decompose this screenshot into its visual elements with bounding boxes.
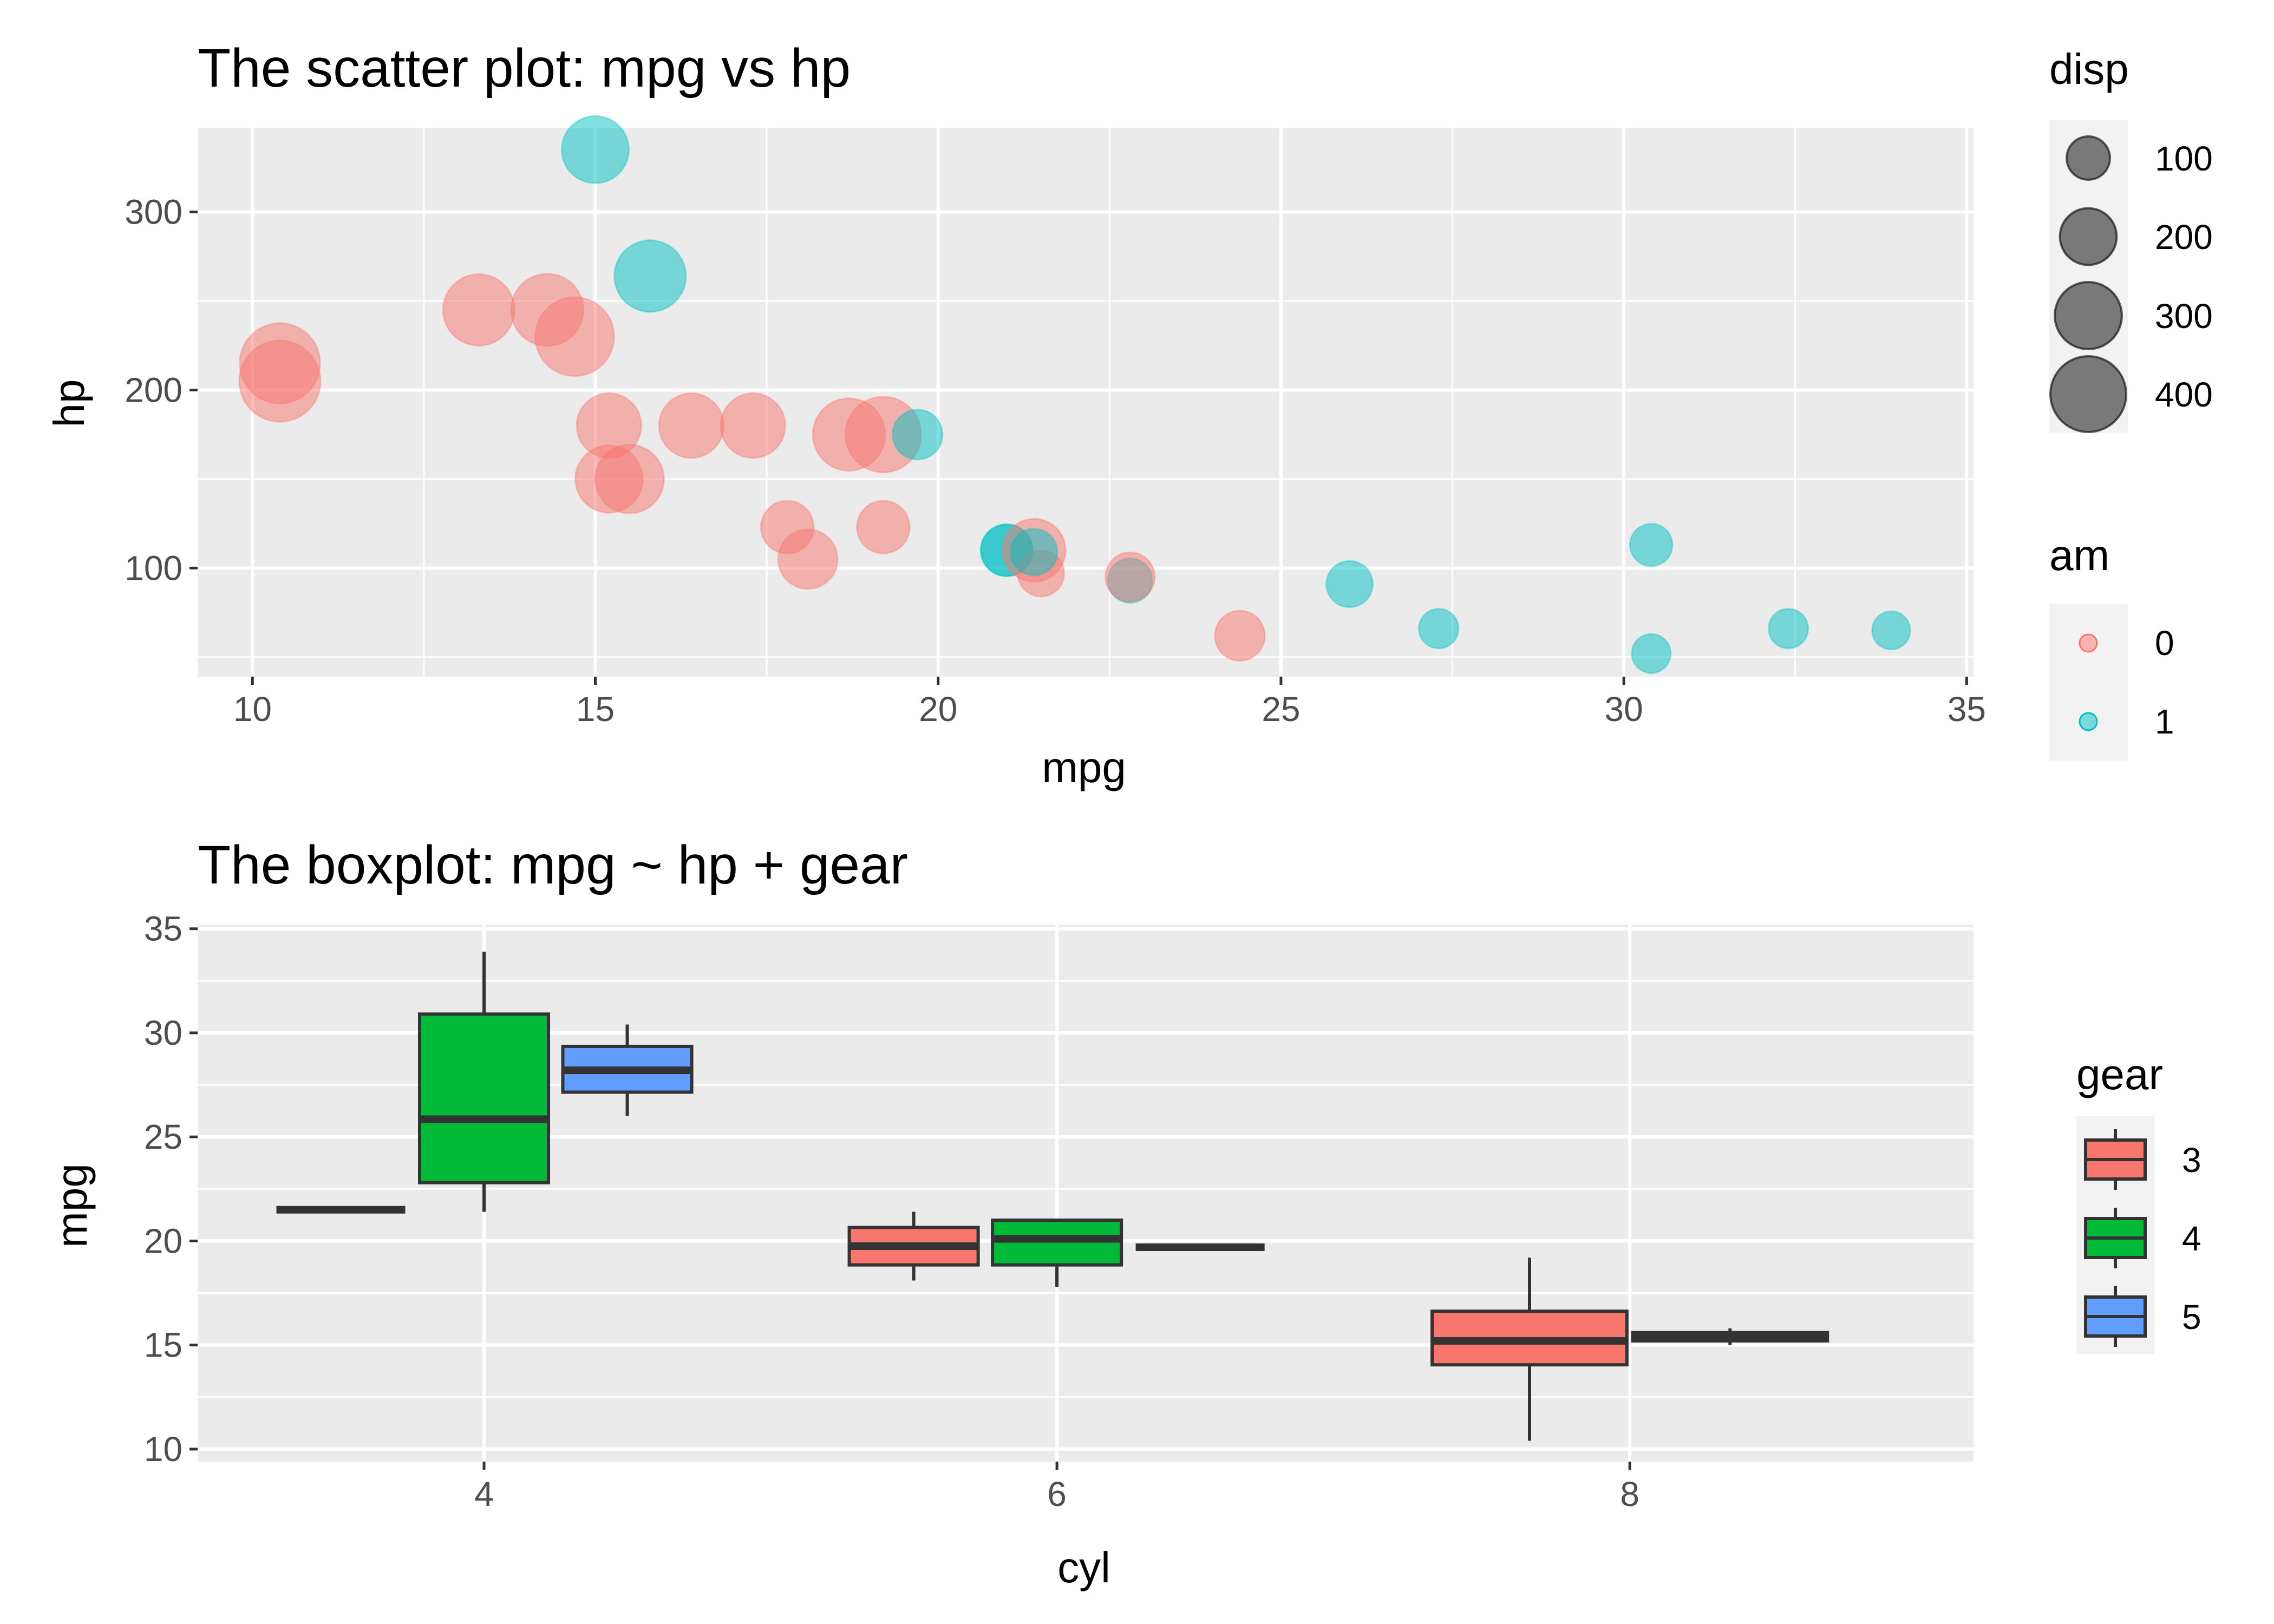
box-marks	[276, 951, 1829, 1441]
legend-disp-label: 100	[2155, 139, 2213, 178]
scatter-point	[658, 392, 725, 459]
y-tick-label: 15	[144, 1326, 182, 1365]
x-tick-label: 4	[474, 1475, 494, 1514]
box-mark	[847, 1212, 980, 1281]
legend-disp-key	[2066, 135, 2111, 181]
scatter-axes: 10 15 20 25 30 35 100 200 300	[125, 193, 1986, 729]
legend-am-key-bg	[2049, 604, 2128, 761]
box-body	[418, 1012, 551, 1184]
scatter-point	[1214, 610, 1266, 662]
legend-disp-label: 300	[2155, 297, 2213, 336]
box-mark	[561, 1024, 694, 1116]
y-tick-label: 35	[144, 909, 182, 948]
scatter-point	[1629, 522, 1674, 567]
scatter-point	[856, 500, 911, 555]
box-y-axis-title: mpg	[48, 1163, 96, 1248]
box-x-axis-title: cyl	[1057, 1543, 1110, 1592]
scatter-point	[760, 500, 815, 555]
y-tick-label: 200	[125, 370, 182, 409]
x-tick-label: 35	[1948, 690, 1986, 729]
scatter-point	[574, 444, 644, 514]
scatter-title: The scatter plot: mpg vs hp	[198, 38, 851, 99]
x-tick-label: 25	[1262, 690, 1300, 729]
legend-am-key-1	[2079, 712, 2098, 731]
scatter-points	[238, 115, 1911, 674]
legend-disp-key	[2059, 207, 2118, 266]
scatter-panel	[198, 128, 1974, 677]
scatter-point	[239, 322, 321, 404]
scatter-point	[1418, 608, 1460, 650]
box-mark	[1631, 1328, 1829, 1345]
legend-disp-keys	[2049, 135, 2127, 433]
scatter-point	[442, 273, 515, 347]
legend-am: am 0 1	[2049, 531, 2174, 761]
box-chart: The boxplot: mpg ~ hp + gear 4 6 8 10 15 20 25…	[48, 835, 2201, 1592]
scatter-point	[613, 239, 687, 313]
y-tick-label: 25	[144, 1117, 182, 1156]
legend-gear-key	[2084, 1129, 2147, 1190]
scatter-point	[1325, 560, 1374, 608]
legend-disp-key	[2049, 355, 2127, 433]
box-mark	[1430, 1258, 1629, 1441]
scatter-point	[1105, 551, 1156, 603]
box-mark	[418, 951, 551, 1212]
legend-disp-label: 200	[2155, 218, 2213, 257]
x-tick-label: 15	[576, 690, 615, 729]
legend-gear-keys	[2084, 1129, 2147, 1347]
box-grid	[198, 925, 1974, 1462]
scatter-y-axis-title: hp	[45, 379, 93, 428]
legend-am-label: 0	[2155, 624, 2174, 663]
scatter-point	[892, 409, 944, 461]
legend-gear: gear 3 4 5	[2076, 1050, 2201, 1354]
y-tick-label: 30	[144, 1013, 182, 1052]
x-tick-label: 8	[1620, 1475, 1639, 1514]
legend-gear-key	[2084, 1208, 2147, 1268]
legend-disp: disp 100 200 300 400	[2049, 45, 2213, 433]
box-axes: 4 6 8 10 15 20 25 30 35	[144, 909, 1639, 1514]
box-panel	[198, 925, 1974, 1462]
scatter-point	[1767, 608, 1809, 650]
legend-disp-key	[2054, 281, 2123, 350]
x-tick-label: 30	[1605, 690, 1643, 729]
box-mark	[991, 1218, 1123, 1287]
legend-disp-title: disp	[2049, 45, 2129, 93]
x-tick-label: 10	[233, 690, 272, 729]
scatter-point	[560, 115, 630, 185]
legend-gear-label: 4	[2182, 1219, 2201, 1258]
box-title: The boxplot: mpg ~ hp + gear	[198, 835, 908, 895]
y-tick-label: 300	[125, 193, 182, 232]
scatter-point	[1631, 633, 1672, 674]
scatter-point	[720, 392, 787, 459]
legend-gear-label: 5	[2182, 1298, 2201, 1337]
legend-gear-label: 3	[2182, 1141, 2201, 1180]
x-tick-label: 20	[919, 690, 957, 729]
x-tick-label: 6	[1047, 1475, 1067, 1514]
scatter-chart: The scatter plot: mpg vs hp 10 15 20 25 30 35…	[45, 38, 2213, 791]
scatter-point	[1871, 610, 1911, 651]
scatter-x-axis-title: mpg	[1042, 743, 1126, 791]
y-tick-label: 100	[125, 548, 182, 587]
legend-am-title: am	[2049, 531, 2109, 579]
legend-am-label: 1	[2155, 702, 2174, 741]
y-tick-label: 10	[144, 1430, 182, 1469]
scatter-point	[1010, 528, 1058, 577]
legend-disp-label: 400	[2155, 375, 2213, 414]
legend-gear-title: gear	[2076, 1050, 2163, 1098]
legend-am-key-0	[2079, 633, 2098, 653]
y-tick-label: 20	[144, 1221, 182, 1260]
legend-gear-key	[2084, 1286, 2147, 1347]
scatter-point	[534, 296, 615, 377]
